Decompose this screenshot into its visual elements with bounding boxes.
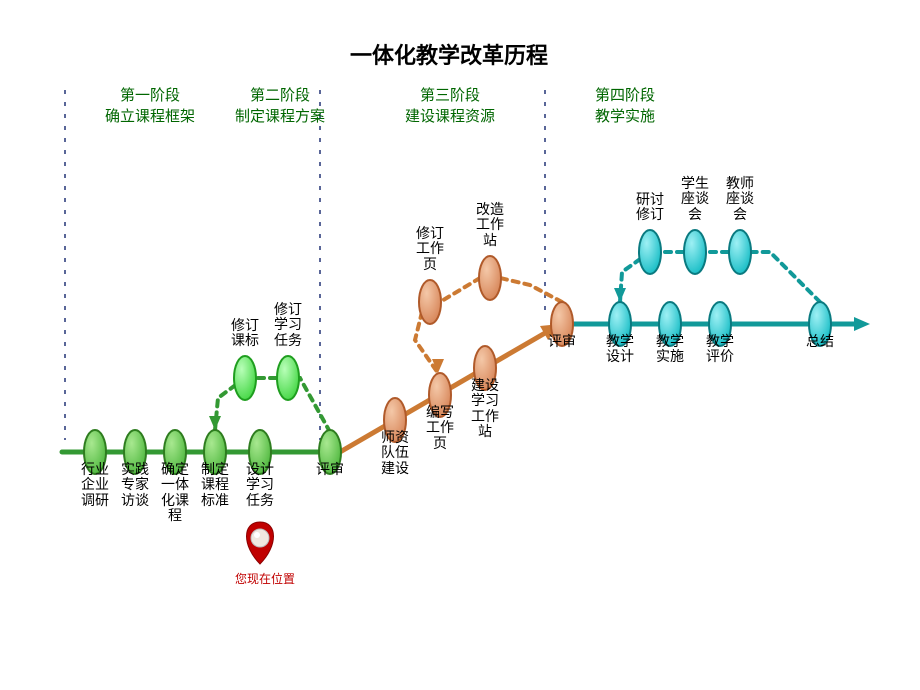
green-node-label-1: 实践 专家 访谈 [121, 462, 149, 508]
green-node-label-4: 设计 学习 任务 [246, 462, 274, 508]
teal-node-label-1: 教学 实施 [656, 334, 684, 365]
green-node-label-2: 确定 一体 化课 程 [161, 462, 189, 524]
orange-upper-node-0 [419, 280, 441, 324]
orange-upper-label-1: 改造 工作 站 [476, 202, 504, 248]
orange-node-label-2: 建设 学习 工作 站 [471, 378, 499, 440]
green-upper-label-1: 修订 学习 任务 [274, 302, 302, 348]
stage-label-2: 第二阶段 制定课程方案 [235, 85, 325, 127]
teal-node-label-3: 总结 [806, 334, 834, 349]
stage-label-1: 第一阶段 确立课程框架 [105, 85, 195, 127]
teal-upper-label-2: 教师 座谈 会 [726, 176, 754, 222]
green-node-label-5: 评审 [316, 462, 344, 477]
green-upper-node-0 [234, 356, 256, 400]
teal-upper-label-1: 学生 座谈 会 [681, 176, 709, 222]
green-node-label-0: 行业 企业 调研 [81, 462, 109, 508]
green-upper-node-1 [277, 356, 299, 400]
teal-upper-node-1 [684, 230, 706, 274]
orange-node-label-1: 编写 工作 页 [426, 405, 454, 451]
teal-node-label-0: 教学 设计 [606, 334, 634, 365]
page-title: 一体化教学改革历程 [350, 38, 548, 70]
orange-upper-node-1 [479, 256, 501, 300]
green-upper-label-0: 修订 课标 [231, 318, 259, 349]
teal-upper-node-0 [639, 230, 661, 274]
orange-node-label-0: 师资 队伍 建设 [381, 430, 409, 476]
orange-node-label-3: 评审 [548, 334, 576, 349]
orange-upper-label-0: 修订 工作 页 [416, 226, 444, 272]
stage-label-4: 第四阶段 教学实施 [595, 85, 655, 127]
teal-node-label-2: 教学 评价 [706, 334, 734, 365]
teal-upper-node-2 [729, 230, 751, 274]
stage-label-3: 第三阶段 建设课程资源 [405, 85, 495, 127]
green-node-label-3: 制定 课程 标准 [201, 462, 229, 508]
teal-upper-label-0: 研讨 修订 [636, 192, 664, 223]
location-marker-label: 您现在位置 [230, 570, 300, 587]
